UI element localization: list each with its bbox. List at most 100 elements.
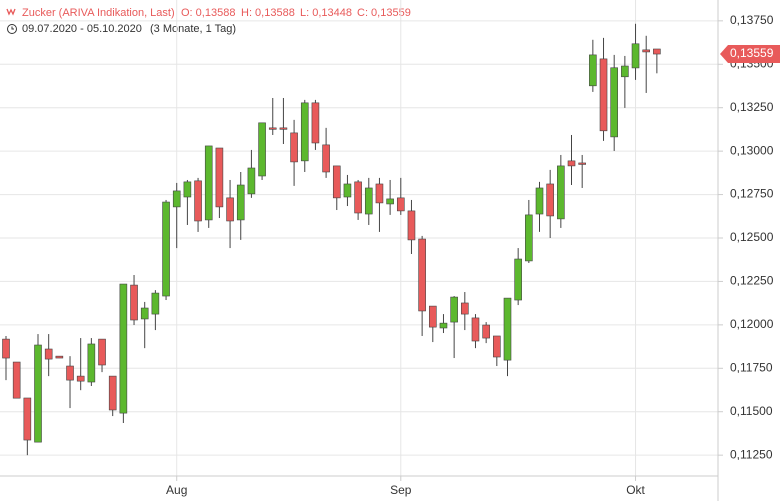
candle <box>2 335 10 381</box>
candle-body <box>621 65 629 78</box>
chart-icon <box>6 8 16 16</box>
candle <box>428 305 437 343</box>
candle <box>268 97 277 135</box>
ohlc-open: O: 0,13588 <box>181 7 235 19</box>
candle <box>343 174 352 207</box>
candle-body <box>514 258 522 301</box>
candle <box>535 181 544 232</box>
candle <box>108 375 117 417</box>
candle-body <box>332 165 341 199</box>
candle-body <box>140 307 149 320</box>
ohlc-high: H: 0,13588 <box>241 7 295 19</box>
candle <box>375 177 384 232</box>
candle <box>279 97 288 145</box>
candle-body <box>525 214 533 262</box>
candle-body <box>247 167 256 195</box>
candle <box>322 127 330 178</box>
candle-body <box>279 127 288 130</box>
candle-body <box>34 344 42 443</box>
y-tick-label: 0,13250 <box>730 100 774 114</box>
last-price-label: 0,13559 <box>730 46 774 60</box>
candle <box>258 122 266 180</box>
chart-title: Zucker (ARIVA Indikation, Last) <box>22 7 175 19</box>
candle <box>130 275 138 326</box>
candle <box>599 37 608 141</box>
candle <box>332 165 341 211</box>
candle-body <box>55 355 64 359</box>
candle <box>34 334 42 443</box>
candle <box>482 322 490 344</box>
candle <box>119 283 128 424</box>
candle <box>578 154 586 188</box>
candle-body <box>364 187 373 215</box>
candle <box>215 147 224 219</box>
candle-body <box>23 397 32 441</box>
candle-body <box>290 132 298 163</box>
candle <box>66 356 74 409</box>
candle <box>589 39 597 92</box>
candle <box>525 199 533 264</box>
candle <box>514 248 522 306</box>
ohlc-close: C: 0,13559 <box>357 7 411 19</box>
candle <box>236 171 245 240</box>
candle-body <box>482 324 490 339</box>
candle-body <box>386 198 394 205</box>
candle <box>386 179 394 215</box>
candle <box>76 338 85 391</box>
candle <box>183 179 192 225</box>
candle <box>493 335 501 367</box>
candle-body <box>258 122 266 177</box>
y-tick-label: 0,13000 <box>730 143 774 157</box>
candle-body <box>215 147 224 208</box>
y-tick-label: 0,12750 <box>730 187 774 201</box>
y-tick-label: 0,13750 <box>730 13 774 27</box>
candle <box>471 314 480 349</box>
candle-body <box>172 190 181 208</box>
candle-body <box>396 197 405 212</box>
candle <box>567 134 576 186</box>
candle <box>642 35 651 93</box>
candle <box>354 179 362 220</box>
candle <box>631 23 640 80</box>
candle-body <box>503 297 512 361</box>
candle-body <box>322 144 330 173</box>
y-tick-label: 0,11750 <box>730 360 773 374</box>
candle <box>364 177 373 225</box>
ohlc-low: L: 0,13448 <box>300 7 352 19</box>
candle-body <box>226 197 234 222</box>
candle-body <box>578 162 586 165</box>
candle <box>247 149 256 198</box>
candle <box>418 235 426 336</box>
candle <box>12 361 21 399</box>
date-range: 09.07.2020 - 05.10.2020 <box>22 23 142 35</box>
period: (3 Monate, 1 Tag) <box>150 23 236 35</box>
candle-body <box>311 102 320 144</box>
candle-body <box>87 343 96 383</box>
y-tick-label: 0,12000 <box>730 317 774 331</box>
candle-body <box>130 284 138 321</box>
candle <box>311 99 320 150</box>
candle <box>226 179 234 249</box>
candle-body <box>300 102 309 162</box>
candle-body <box>631 43 640 69</box>
candle-body <box>471 317 480 342</box>
candle-body <box>557 165 565 220</box>
candle-body <box>12 361 21 399</box>
candle <box>172 182 181 249</box>
y-tick-label: 0,11250 <box>730 447 773 461</box>
candle <box>140 301 149 349</box>
candle-body <box>108 375 117 411</box>
candle-body <box>461 302 469 315</box>
candle-body <box>589 54 597 87</box>
candle-body <box>450 296 458 323</box>
candle-body <box>439 322 448 329</box>
candle-body <box>2 338 10 359</box>
candle-body <box>610 67 618 138</box>
candle <box>461 292 469 331</box>
candle-body <box>44 348 53 360</box>
candle <box>194 177 202 232</box>
candle <box>55 355 64 359</box>
candle-body <box>194 180 202 222</box>
